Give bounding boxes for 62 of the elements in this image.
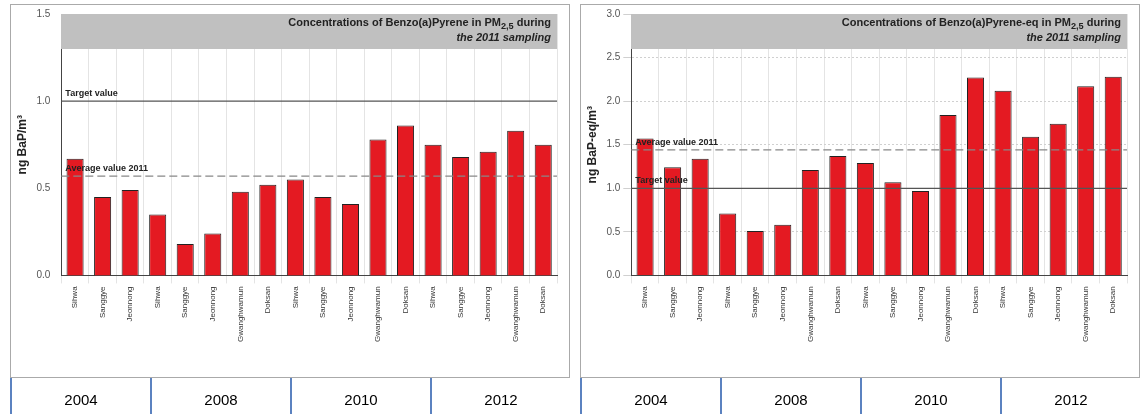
x-tick-label: Doksan	[263, 286, 273, 314]
text: 2010	[290, 378, 430, 414]
x-tick-label: Doksan	[1108, 286, 1118, 314]
ref-line-label: Target value	[65, 88, 118, 99]
x-tick-label: Doksan	[538, 286, 548, 314]
y-axis-title: ng BaP/m³	[14, 115, 29, 175]
x-tick-label: Sanggye	[750, 285, 760, 319]
text: 2004	[10, 378, 150, 414]
x-tick-label: Sihwa	[290, 285, 300, 309]
chart-title: Concentrations of Benzo(a)Pyrene in PM$_{2,5}$ during	[287, 16, 551, 32]
y-tick-label: 1.5	[606, 138, 621, 150]
x-tick-label: Sanggye	[318, 285, 328, 319]
y-tick-label: 0.0	[36, 269, 51, 281]
x-tick-label: Doksan	[833, 286, 843, 314]
x-tick-label: Jeonnong	[345, 286, 355, 322]
x-tick-label: Jeonnong	[777, 286, 787, 322]
x-tick-label: Gwanghwamun	[943, 286, 953, 343]
x-tick-label: Gwanghwamun	[1080, 286, 1090, 343]
y-tick-label: 0.0	[606, 269, 621, 281]
x-tick-label: Sanggye	[97, 285, 107, 319]
y-tick-label: 0.5	[606, 225, 621, 237]
x-tick-label: Sanggye	[1025, 285, 1035, 319]
x-tick-label: Jeonnong	[207, 286, 217, 322]
x-tick-label: Sihwa	[152, 285, 162, 309]
x-tick-label: Jeonnong	[125, 286, 135, 322]
x-tick-label: Sihwa	[998, 285, 1008, 309]
x-tick-label: Gwanghwamun	[805, 286, 815, 343]
title-panel: Concentrations of Benzo(a)Pyrene in PM$_{2,5}$ during the 2011 sampling	[61, 14, 557, 49]
x-tick-label: Doksan	[400, 286, 410, 314]
text: 2008	[720, 378, 860, 414]
x-tick-label: Sihwa	[722, 285, 732, 309]
x-tick-label: Gwanghwamun	[235, 286, 245, 343]
x-tick-label: Sanggye	[180, 285, 190, 319]
x-tick-label: Gwanghwamun	[510, 286, 520, 343]
x-tick-label: Gwanghwamun	[373, 286, 383, 343]
x-tick-label: Jeonnong	[915, 286, 925, 322]
y-axis-title: ng BaP-eq/m³	[584, 106, 599, 184]
text: 2008	[150, 378, 290, 414]
x-tick-label: Sihwa	[860, 285, 870, 309]
y-tick-label: 0.5	[36, 182, 51, 194]
y-tick-label: 1.0	[36, 94, 51, 106]
x-tick-label: Jeonnong	[1053, 286, 1063, 322]
y-tick-label: 2.5	[606, 51, 621, 63]
text: 2004	[580, 378, 720, 414]
y-tick-label: 1.0	[606, 182, 621, 194]
x-tick-label: Sihwa	[640, 285, 650, 309]
chart-title: Concentrations of Benzo(a)Pyrene-eq in PM$_{2,5}$ during	[840, 16, 1121, 32]
y-tick-label: 3.0	[606, 7, 621, 19]
x-tick-label: Jeonnong	[483, 286, 493, 322]
x-tick-label: Sanggye	[455, 285, 465, 319]
text: 2012	[1000, 378, 1140, 414]
x-tick-label: Jeonnong	[695, 286, 705, 322]
x-tick-label: Sanggye	[667, 285, 677, 319]
text: 2012	[430, 378, 570, 414]
title-panel: Concentrations of Benzo(a)Pyrene-eq in PM$_{2,5}$ during the 2011 sampling	[631, 14, 1127, 49]
x-tick-label: Sanggye	[888, 285, 898, 319]
y-tick-label: 2.0	[606, 94, 621, 106]
x-tick-label: Sihwa	[70, 285, 80, 309]
x-tick-label: Doksan	[970, 286, 980, 314]
x-tick-label: Sihwa	[428, 285, 438, 309]
y-tick-label: 1.5	[36, 7, 51, 19]
text: 2010	[860, 378, 1000, 414]
